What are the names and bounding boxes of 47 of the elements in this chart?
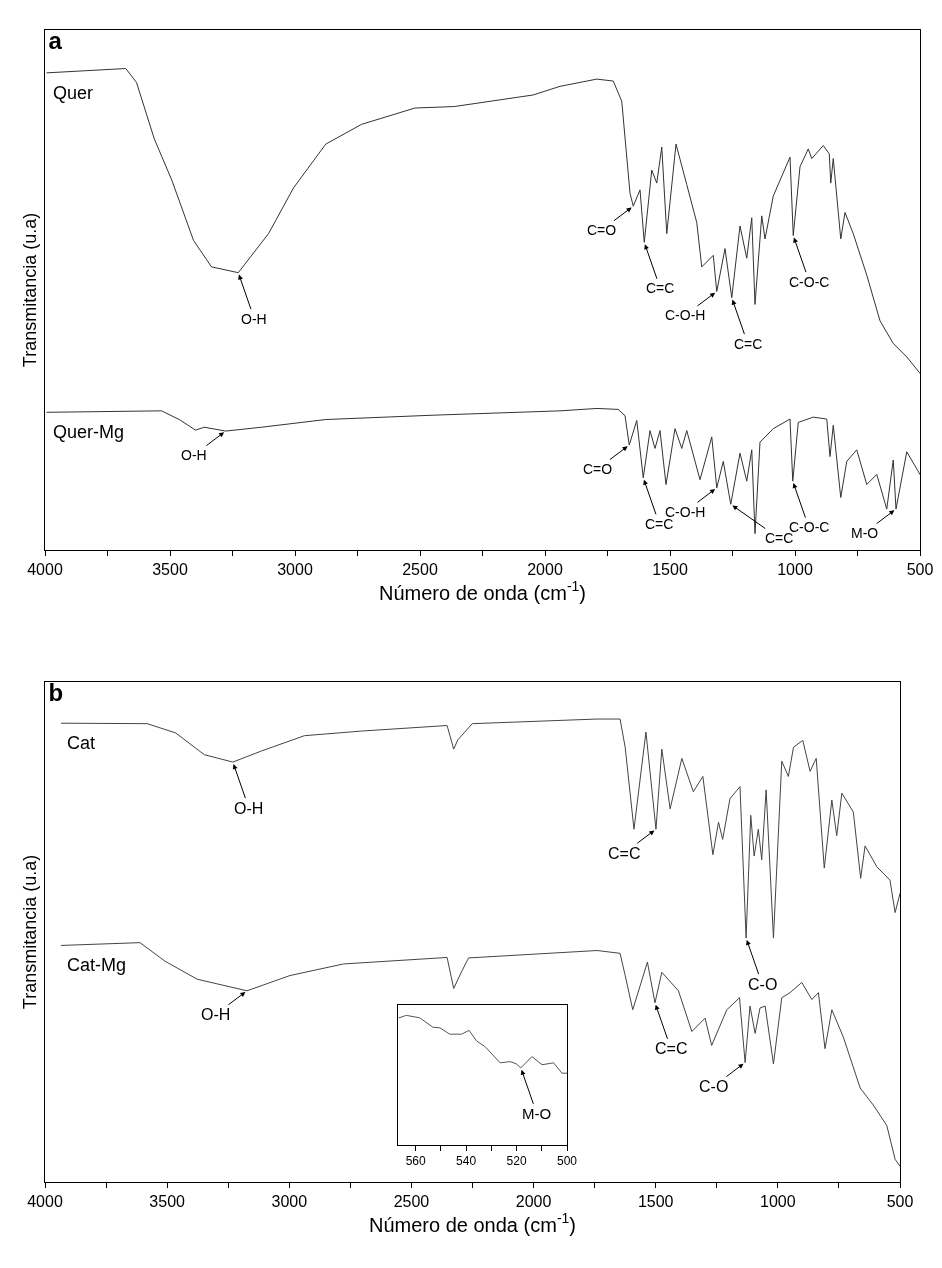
x-tick-label: 2000 bbox=[515, 1193, 552, 1211]
annotation: O-H bbox=[181, 447, 207, 463]
y-axis-title: Transmitancia (u.a) bbox=[20, 212, 41, 368]
x-tick-label: 3500 bbox=[149, 1193, 186, 1211]
x-tick-label: 1500 bbox=[652, 561, 688, 579]
annotation: O-H bbox=[241, 311, 267, 327]
x-tick-label: 1000 bbox=[760, 1193, 796, 1211]
annotation: C=C bbox=[655, 1040, 688, 1057]
annotation: M-O bbox=[522, 1105, 552, 1122]
x-tick-label: 500 bbox=[886, 1193, 914, 1211]
annotation: O-H bbox=[234, 800, 264, 817]
x-tick-label: 540 bbox=[456, 1154, 477, 1169]
annotation: M-O bbox=[851, 525, 879, 541]
x-tick-label: 4000 bbox=[27, 1193, 63, 1211]
x-axis-title: Número de onda (cm$^{-1}$) bbox=[369, 1210, 576, 1236]
x-tick-label: 2500 bbox=[393, 1193, 430, 1211]
annotation: C=C bbox=[608, 845, 641, 862]
x-tick-label: 1000 bbox=[777, 561, 813, 579]
x-axis-title: Número de onda (cm$^{-1}$) bbox=[379, 578, 586, 604]
x-tick-label: 2000 bbox=[527, 561, 563, 579]
x-tick-label: 1500 bbox=[637, 1193, 674, 1211]
annotation: C-O-C bbox=[789, 519, 830, 535]
x-tick-label: 4000 bbox=[27, 561, 63, 579]
annotation: C=C bbox=[646, 280, 675, 296]
chart-title: a bbox=[48, 27, 63, 55]
annotation: C=C bbox=[734, 336, 763, 352]
annotation: C=O bbox=[587, 222, 617, 238]
annotation: C-O bbox=[748, 976, 778, 993]
x-tick-label: 3000 bbox=[277, 561, 313, 579]
x-tick-label: 560 bbox=[405, 1154, 426, 1169]
chart-title: b bbox=[48, 679, 64, 707]
x-tick-label: 500 bbox=[906, 561, 934, 579]
annotation: C=O bbox=[583, 461, 613, 477]
y-axis-title: Transmitancia (u.a) bbox=[20, 854, 41, 1010]
x-tick-label: 520 bbox=[506, 1154, 527, 1169]
x-tick-label: 500 bbox=[556, 1154, 578, 1169]
series-label: Quer bbox=[53, 83, 94, 103]
series-label: Quer-Mg bbox=[53, 422, 125, 442]
x-tick-label: 2500 bbox=[402, 561, 438, 579]
annotation: C-O-C bbox=[789, 274, 830, 290]
x-tick-label: 3500 bbox=[152, 561, 188, 579]
series-label: Cat-Mg bbox=[67, 955, 127, 975]
annotation: C-O bbox=[699, 1078, 729, 1095]
annotation: O-H bbox=[201, 1006, 231, 1023]
annotation: C-O-H bbox=[665, 307, 706, 323]
series-label: Cat bbox=[67, 733, 96, 753]
x-tick-label: 3000 bbox=[271, 1193, 308, 1211]
